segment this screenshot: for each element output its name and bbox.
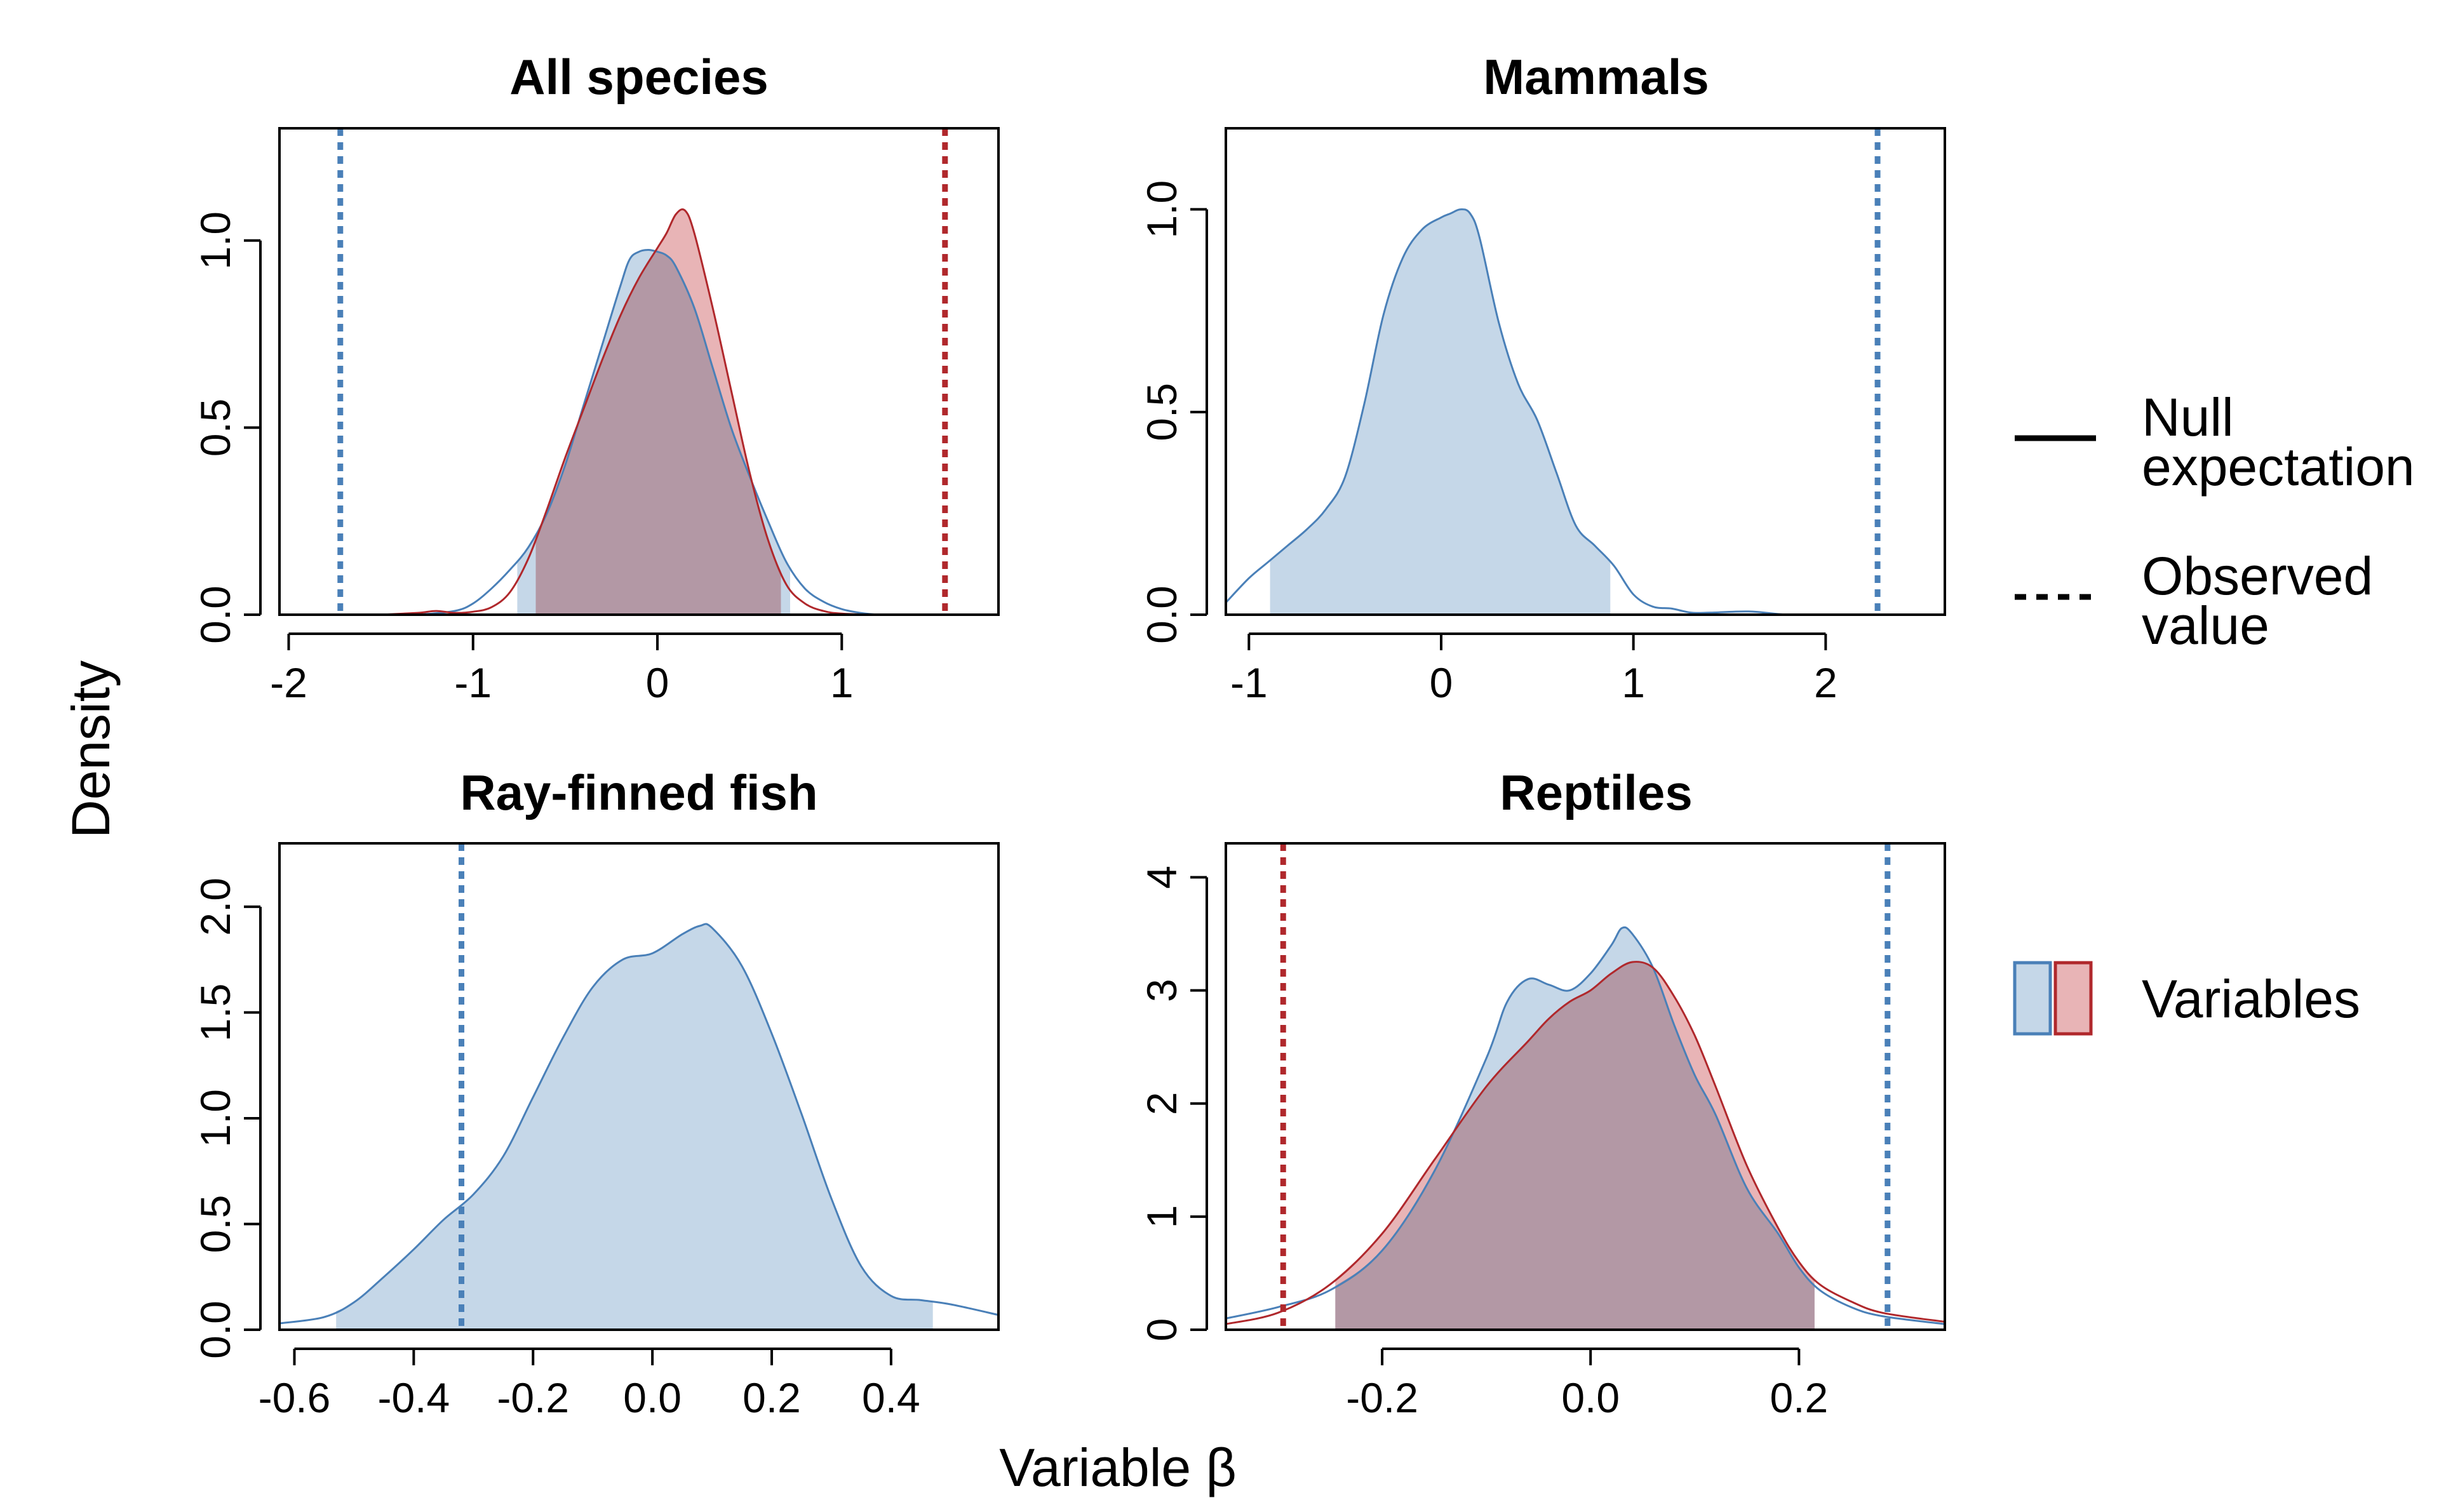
panel-all-species: -2 -1 0 1 0.0 0.5 1.0: [192, 127, 1000, 706]
x-tick-label-0: 0.0: [1561, 1374, 1620, 1421]
x-tick-label-m0_6: -0.6: [259, 1374, 331, 1421]
y-tick-label-0: 0.0: [1138, 585, 1185, 644]
plot-frame: [1225, 842, 1946, 1331]
panel-title-mammals: Mammals: [1483, 49, 1709, 105]
panel-reptiles: -0.2 0.0 0.2 0 1 2 3 4: [1138, 842, 1946, 1421]
legend-null-label-line1: Null: [2142, 387, 2234, 447]
x-tick-label-0_2: 0.2: [742, 1374, 801, 1421]
legend-red-swatch: [2053, 961, 2093, 1036]
density-fill-blue: [336, 923, 933, 1330]
y-tick-label-0_5: 0.5: [1138, 383, 1185, 441]
x-tick-label-m0_2: -0.2: [1346, 1374, 1418, 1421]
y-tick-label-1: 1.0: [192, 1089, 239, 1147]
y-tick-label-3: 3: [1138, 979, 1185, 1002]
legend-blue-swatch: [2013, 961, 2052, 1036]
x-tick-label-m1: -1: [1230, 659, 1268, 706]
x-tick-label-m2: -2: [270, 659, 307, 706]
density-curve-blue: [1226, 926, 1945, 1325]
x-tick-label-0: 0: [646, 659, 669, 706]
density-curve-red: [380, 208, 998, 615]
x-tick-label-2: 2: [1814, 659, 1838, 706]
y-tick-label-2: 2: [1138, 1092, 1185, 1115]
legend-observed-label-line2: value: [2142, 596, 2269, 655]
density-curve-blue: [1226, 208, 1945, 615]
x-tick-label-0: 0: [1430, 659, 1453, 706]
legend-observed-label-line1: Observed: [2142, 546, 2373, 606]
y-tick-label-1: 1: [1138, 1205, 1185, 1229]
density-fill-red: [535, 209, 781, 615]
x-tick-label-1: 1: [1622, 659, 1645, 706]
x-tick-label-m0_2: -0.2: [497, 1374, 569, 1421]
legend-null-label-line2: expectation: [2142, 437, 2415, 497]
y-tick-label-4: 4: [1138, 866, 1185, 889]
x-tick-label-m1: -1: [454, 659, 492, 706]
y-axis-label: Density: [61, 660, 121, 838]
panel-ray-finned-fish: -0.6 -0.4 -0.2 0.0 0.2 0.4 0.0 0.5 1.0 1.5 2.0: [192, 842, 1000, 1421]
y-tick-label-1: 1.0: [192, 211, 239, 270]
y-tick-label-0: 0: [1138, 1318, 1185, 1342]
legend: Null expectation Observed value Variable…: [2013, 387, 2415, 1036]
legend-variables-label: Variables: [2142, 969, 2360, 1029]
y-tick-label-0_5: 0.5: [192, 1195, 239, 1254]
panel-mammals: -1 0 1 2 0.0 0.5 1.0: [1138, 127, 1946, 706]
y-tick-label-0_5: 0.5: [192, 399, 239, 457]
plot-frame: [1225, 127, 1946, 616]
x-tick-label-0_2: 0.2: [1770, 1374, 1828, 1421]
panel-title-reptiles: Reptiles: [1500, 765, 1692, 820]
density-fill-red: [1335, 961, 1815, 1330]
x-tick-label-m0_4: -0.4: [378, 1374, 450, 1421]
plot-frame: [278, 127, 1000, 616]
panel-title-ray-finned-fish: Ray-finned fish: [460, 765, 817, 820]
y-tick-label-1: 1.0: [1138, 180, 1185, 239]
y-tick-label-0: 0.0: [192, 585, 239, 644]
x-tick-label-1: 1: [830, 659, 854, 706]
panel-title-all-species: All species: [509, 49, 769, 105]
x-axis-label: Variable β: [999, 1438, 1237, 1497]
y-tick-label-0: 0.0: [192, 1301, 239, 1359]
y-tick-label-2: 2.0: [192, 878, 239, 936]
density-curve-blue: [279, 923, 998, 1325]
plot-frame: [278, 842, 1000, 1331]
density-fill-blue: [1270, 209, 1611, 615]
x-tick-label-0: 0.0: [623, 1374, 682, 1421]
density-curve-blue: [417, 248, 998, 615]
y-tick-label-1_5: 1.5: [192, 984, 239, 1042]
x-tick-label-0_4: 0.4: [862, 1374, 920, 1421]
density-curve-red: [1226, 961, 1945, 1325]
